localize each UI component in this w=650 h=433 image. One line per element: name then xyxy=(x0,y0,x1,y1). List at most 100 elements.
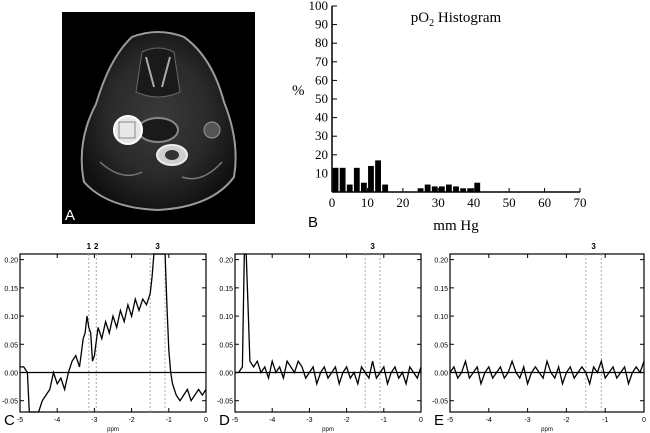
x-tick-label: -4 xyxy=(269,417,275,424)
histogram-bar xyxy=(368,165,374,192)
histogram-bar xyxy=(360,182,367,192)
x-tick-label: -2 xyxy=(563,417,569,424)
y-tick-label: 0.05 xyxy=(434,342,448,349)
x-axis-label: ppm xyxy=(322,427,334,433)
y-tick-label: 0.10 xyxy=(219,314,233,321)
mri-neck-scan xyxy=(80,31,237,212)
tumor-region xyxy=(113,115,143,145)
x-tick-label: -2 xyxy=(128,417,134,424)
y-tick-label: 60 xyxy=(315,72,328,87)
histogram-bar xyxy=(438,186,445,192)
x-tick-label: -1 xyxy=(381,417,387,424)
x-tick-label: -3 xyxy=(524,417,530,424)
spectrum-trace xyxy=(449,358,645,387)
spectrum-trace xyxy=(20,253,207,413)
x-tick-label: 0 xyxy=(329,195,336,210)
x-tick-label: 20 xyxy=(396,195,409,210)
spectrum-trace xyxy=(235,253,422,387)
panel-letter-e: E xyxy=(434,412,445,429)
y-tick-label: -0.05 xyxy=(432,399,448,406)
y-tick-label: -0.05 xyxy=(217,399,233,406)
histogram-bar xyxy=(446,184,452,192)
x-tick-label: -5 xyxy=(232,417,238,424)
panel-letter-d: D xyxy=(219,412,230,429)
y-tick-label: 0.15 xyxy=(434,286,448,293)
x-axis-label: ppm xyxy=(107,427,119,433)
x-tick-label: 70 xyxy=(574,195,587,210)
y-tick-label: 50 xyxy=(315,91,328,106)
histogram-bar xyxy=(474,182,481,192)
panel-letter-c: C xyxy=(4,412,15,429)
histogram-bar xyxy=(467,188,474,192)
histogram-bar xyxy=(332,167,339,192)
y-tick-label: 0.20 xyxy=(219,258,233,265)
x-tick-label: 0 xyxy=(642,417,646,424)
x-tick-label: -1 xyxy=(602,417,608,424)
peak-label: 3 xyxy=(155,242,160,251)
histogram-bar xyxy=(339,167,346,192)
histogram-bar xyxy=(424,184,431,192)
y-axis-label: % xyxy=(292,83,305,99)
histogram-bar xyxy=(431,186,438,192)
x-tick-label: -5 xyxy=(447,417,453,424)
plot-frame xyxy=(449,253,645,413)
y-tick-label: 0.05 xyxy=(4,342,18,349)
histogram-bar xyxy=(453,186,459,192)
y-tick-label: 0.00 xyxy=(219,371,233,378)
panel-d-spectrum: 0.20 0.15 0.10 0.05 0.00 -0.05 -5 -4 -3 -2 -1 0 ppm 3… xyxy=(215,236,427,433)
y-tick-label: 100 xyxy=(309,0,329,13)
histogram-bar xyxy=(353,167,360,192)
y-tick-label: 0.10 xyxy=(434,314,448,321)
x-tick-label: 10 xyxy=(361,195,374,210)
x-tick-label: 60 xyxy=(538,195,551,210)
spectrum-chart-e: 0.20 0.15 0.10 0.05 0.00 -0.05 -5 -4 -3 -2 -1 0 ppm 3 xyxy=(432,242,646,433)
y-tick-label: -0.05 xyxy=(2,399,18,406)
y-tick-label: 0.15 xyxy=(4,286,18,293)
x-axis-label: ppm xyxy=(541,427,553,433)
y-tick-label: 40 xyxy=(315,110,328,125)
spectrum-chart-d: 0.20 0.15 0.10 0.05 0.00 -0.05 -5 -4 -3 -2 -1 0 ppm 3 xyxy=(217,242,423,433)
y-tick-label: 0.00 xyxy=(4,371,18,378)
y-tick-label: 0.20 xyxy=(4,258,18,265)
x-tick-label: -3 xyxy=(306,417,312,424)
x-tick-label: -4 xyxy=(486,417,492,424)
histogram-bar xyxy=(382,184,389,192)
panel-letter-a: A xyxy=(65,207,76,224)
x-tick-label: -2 xyxy=(343,417,349,424)
histogram-bar xyxy=(346,184,353,192)
y-tick-label: 0.20 xyxy=(434,258,448,265)
x-axis-label: mm Hg xyxy=(433,218,479,234)
x-tick-label: 50 xyxy=(503,195,516,210)
plot-frame xyxy=(234,253,422,413)
y-tick-label: 0.10 xyxy=(4,314,18,321)
histogram-bar xyxy=(417,188,424,192)
peak-label: 3 xyxy=(370,242,375,251)
y-tick-label: 10 xyxy=(315,165,328,180)
panel-c-spectrum: 0.20 0.15 0.10 0.05 0.00 -0.05 -5 -4 -3 -2 -1 0 ppm 1… xyxy=(0,236,212,433)
y-tick-label: 20 xyxy=(315,147,328,162)
y-tick-label: 70 xyxy=(315,54,328,69)
y-tick-label: 0.15 xyxy=(219,286,233,293)
spectrum-chart-c: 0.20 0.15 0.10 0.05 0.00 -0.05 -5 -4 -3 -2 -1 0 ppm 1… xyxy=(2,242,208,433)
y-tick-label: 0.00 xyxy=(434,371,448,378)
panel-e-spectrum: 0.20 0.15 0.10 0.05 0.00 -0.05 -5 -4 -3 -2 -1 0 ppm 3… xyxy=(430,236,650,433)
y-tick-label: 80 xyxy=(315,35,328,50)
x-tick-label: 30 xyxy=(432,195,445,210)
x-tick-label: 0 xyxy=(419,417,423,424)
y-tick-label: 30 xyxy=(315,128,328,143)
x-tick-label: 40 xyxy=(467,195,480,210)
x-tick-label: 0 xyxy=(204,417,208,424)
panel-letter-b: B xyxy=(308,214,319,231)
x-tick-label: -1 xyxy=(166,417,172,424)
y-tick-label: 90 xyxy=(315,17,328,32)
x-tick-label: -3 xyxy=(91,417,97,424)
histogram-bar xyxy=(375,160,381,192)
peak-label: 3 xyxy=(591,242,596,251)
peak-label: 2 xyxy=(94,242,99,251)
x-tick-label: -5 xyxy=(17,417,23,424)
panel-b-histogram: 10 20 30 40 50 60 70 80 90 100 0 10 20 30 40 50 60 70 pO2 … xyxy=(292,0,592,234)
chart-title: pO2 Histogram xyxy=(411,10,502,29)
x-tick-label: -4 xyxy=(54,417,60,424)
y-tick-label: 0.05 xyxy=(219,342,233,349)
